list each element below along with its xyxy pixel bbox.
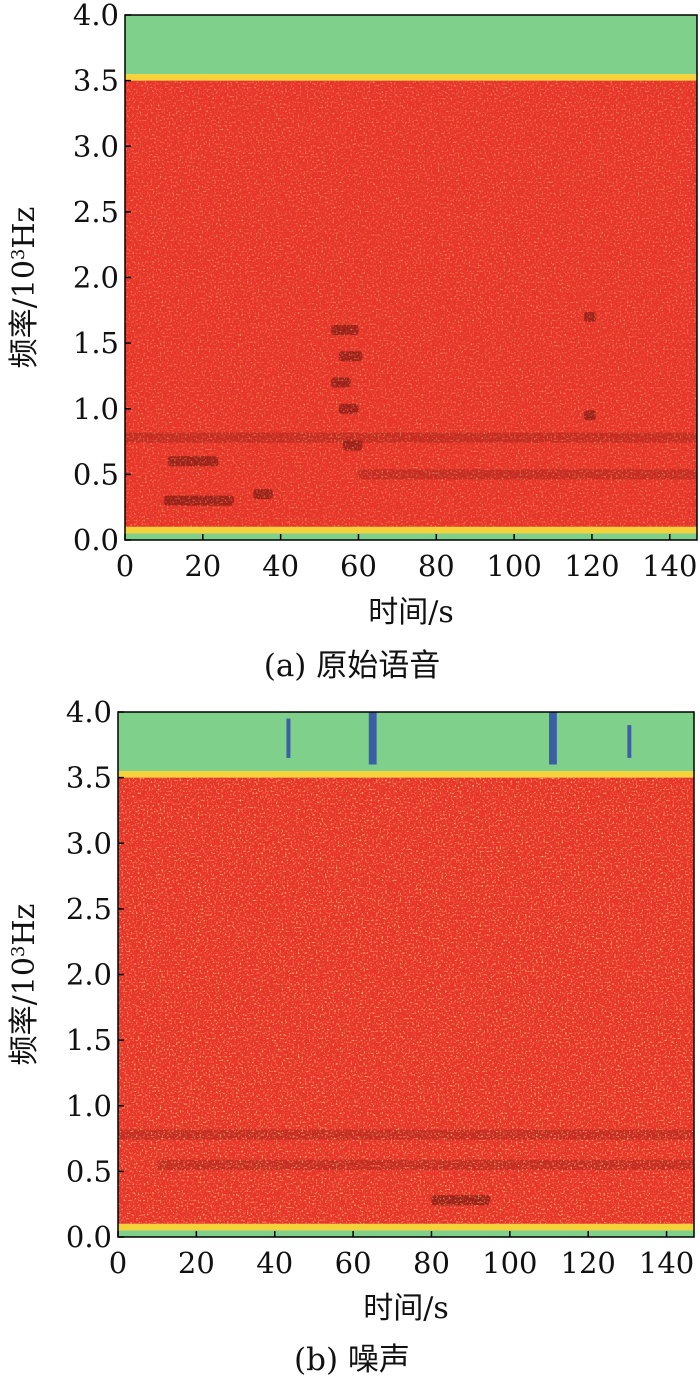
x-axis-b: 0 20 40 60 80 100 120 140 [109,1231,694,1280]
x-tick-label-a-5: 100 [486,549,541,583]
blue-streak-b-2 [286,718,291,758]
y-axis-label-a-unit: Hz [7,207,42,249]
x-axis-a: 0 20 40 60 80 100 120 140 [116,534,697,583]
y-tick-label-a-1: 0.5 [73,457,119,491]
band-b-3 [118,1223,694,1231]
band-a-1 [125,74,697,81]
band-a-4 [125,533,697,540]
y-tick-label-b-5: 2.5 [66,892,112,926]
x-axis-label-b: 时间/s [363,1291,449,1326]
x-tick-label-b-0: 0 [109,1246,127,1280]
y-tick-label-a-4: 2.0 [73,261,119,295]
x-tick-label-b-2: 40 [256,1246,293,1280]
y-tick-label-a-8: 4.0 [73,0,119,32]
speckle-dark-a [125,80,697,527]
panel-a: 0 20 40 60 80 100 120 140 0.0 0.5 1.0 1.5 2.0 2.5 3.0… [7,0,698,684]
panel-b: 0 20 40 60 80 100 120 140 0.0 0.5 1.0 1.5 2.0 2.5 3.0… [7,695,695,1378]
blue-streak-b-1 [549,712,557,765]
blue-streak-b-3 [627,725,632,758]
x-tick-label-a-3: 60 [340,549,377,583]
x-tick-label-a-0: 0 [116,549,134,583]
y-tick-label-a-5: 2.5 [73,195,119,229]
x-tick-label-b-4: 80 [413,1246,450,1280]
blue-streak-b-0 [368,712,377,765]
y-tick-label-b-2: 1.0 [66,1089,112,1123]
y-axis-a: 0.0 0.5 1.0 1.5 2.0 2.5 3.0 3.5 4.0 [73,0,131,557]
y-axis-label-a-main: 频率/10 [7,260,42,368]
y-axis-label-b-sup: 3 [8,946,29,957]
panel-caption-b: (b) 噪声 [294,1342,410,1378]
band-a-0 [125,15,697,75]
x-tick-label-a-4: 80 [418,549,455,583]
spectrogram-b-texture [118,777,694,1224]
x-tick-label-b-1: 20 [178,1246,215,1280]
y-tick-label-b-7: 3.5 [66,761,112,795]
y-tick-label-b-3: 1.5 [66,1023,112,1057]
y-axis-label-b: 频率/103Hz [7,904,42,1066]
panel-caption-a: (a) 原始语音 [264,648,441,684]
x-tick-label-b-5: 100 [482,1246,537,1280]
x-tick-label-a-6: 120 [564,549,619,583]
y-axis-label-a-sup: 3 [8,249,29,260]
speckle-dark-b [118,777,694,1224]
y-tick-label-a-2: 1.0 [73,392,119,426]
x-tick-label-a-2: 40 [262,549,299,583]
y-tick-label-b-1: 0.5 [66,1154,112,1188]
y-tick-label-b-4: 2.0 [66,958,112,992]
band-b-1 [118,771,694,778]
y-axis-b: 0.0 0.5 1.0 1.5 2.0 2.5 3.0 3.5 4.0 [66,695,124,1254]
y-axis-label-a: 频率/103Hz [7,207,42,369]
x-tick-label-a-7: 140 [642,549,697,583]
band-a-3 [125,526,697,534]
x-tick-label-b-3: 60 [335,1246,372,1280]
band-b-4 [118,1230,694,1237]
x-tick-label-a-1: 20 [184,549,221,583]
y-tick-label-a-3: 1.5 [73,326,119,360]
y-axis-label-b-unit: Hz [7,904,42,946]
y-tick-label-b-6: 3.0 [66,826,112,860]
y-tick-label-a-0: 0.0 [73,523,119,557]
band-b-0 [118,712,694,772]
x-tick-label-b-7: 140 [639,1246,694,1280]
y-tick-label-a-6: 3.0 [73,129,119,163]
y-tick-label-b-8: 4.0 [66,695,112,729]
x-tick-label-b-6: 120 [561,1246,616,1280]
y-axis-label-b-main: 频率/10 [7,957,42,1065]
y-tick-label-b-0: 0.0 [66,1220,112,1254]
spectrogram-a-texture [125,80,697,527]
y-tick-label-a-7: 3.5 [73,64,119,98]
x-axis-label-a: 时间/s [368,595,454,630]
